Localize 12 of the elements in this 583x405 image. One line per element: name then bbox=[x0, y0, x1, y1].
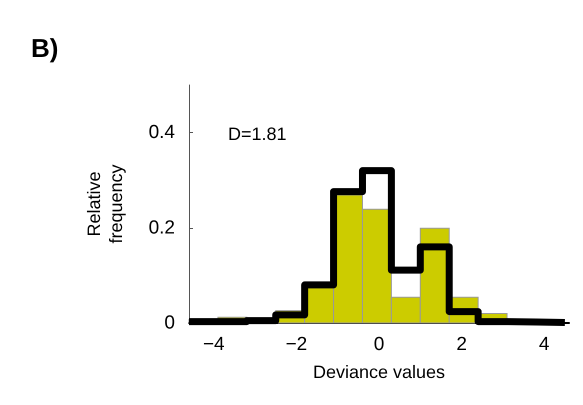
y-tick-label: 0.2 bbox=[148, 217, 175, 238]
x-tick-label: −2 bbox=[286, 334, 308, 355]
y-axis-title: Relative frequency bbox=[84, 164, 126, 244]
y-tick-label: 0 bbox=[164, 312, 175, 334]
annotation: D=1.81 bbox=[228, 124, 287, 144]
x-tick-label: 0 bbox=[374, 334, 384, 355]
x-tick-label: 4 bbox=[538, 334, 550, 355]
x-axis-title: Deviance values bbox=[312, 362, 446, 382]
x-tick-label: −4 bbox=[202, 334, 226, 355]
chart-title: B) bbox=[31, 33, 58, 63]
y-tick-label: 0.4 bbox=[148, 122, 176, 144]
x-tick-label: 2 bbox=[456, 334, 467, 355]
